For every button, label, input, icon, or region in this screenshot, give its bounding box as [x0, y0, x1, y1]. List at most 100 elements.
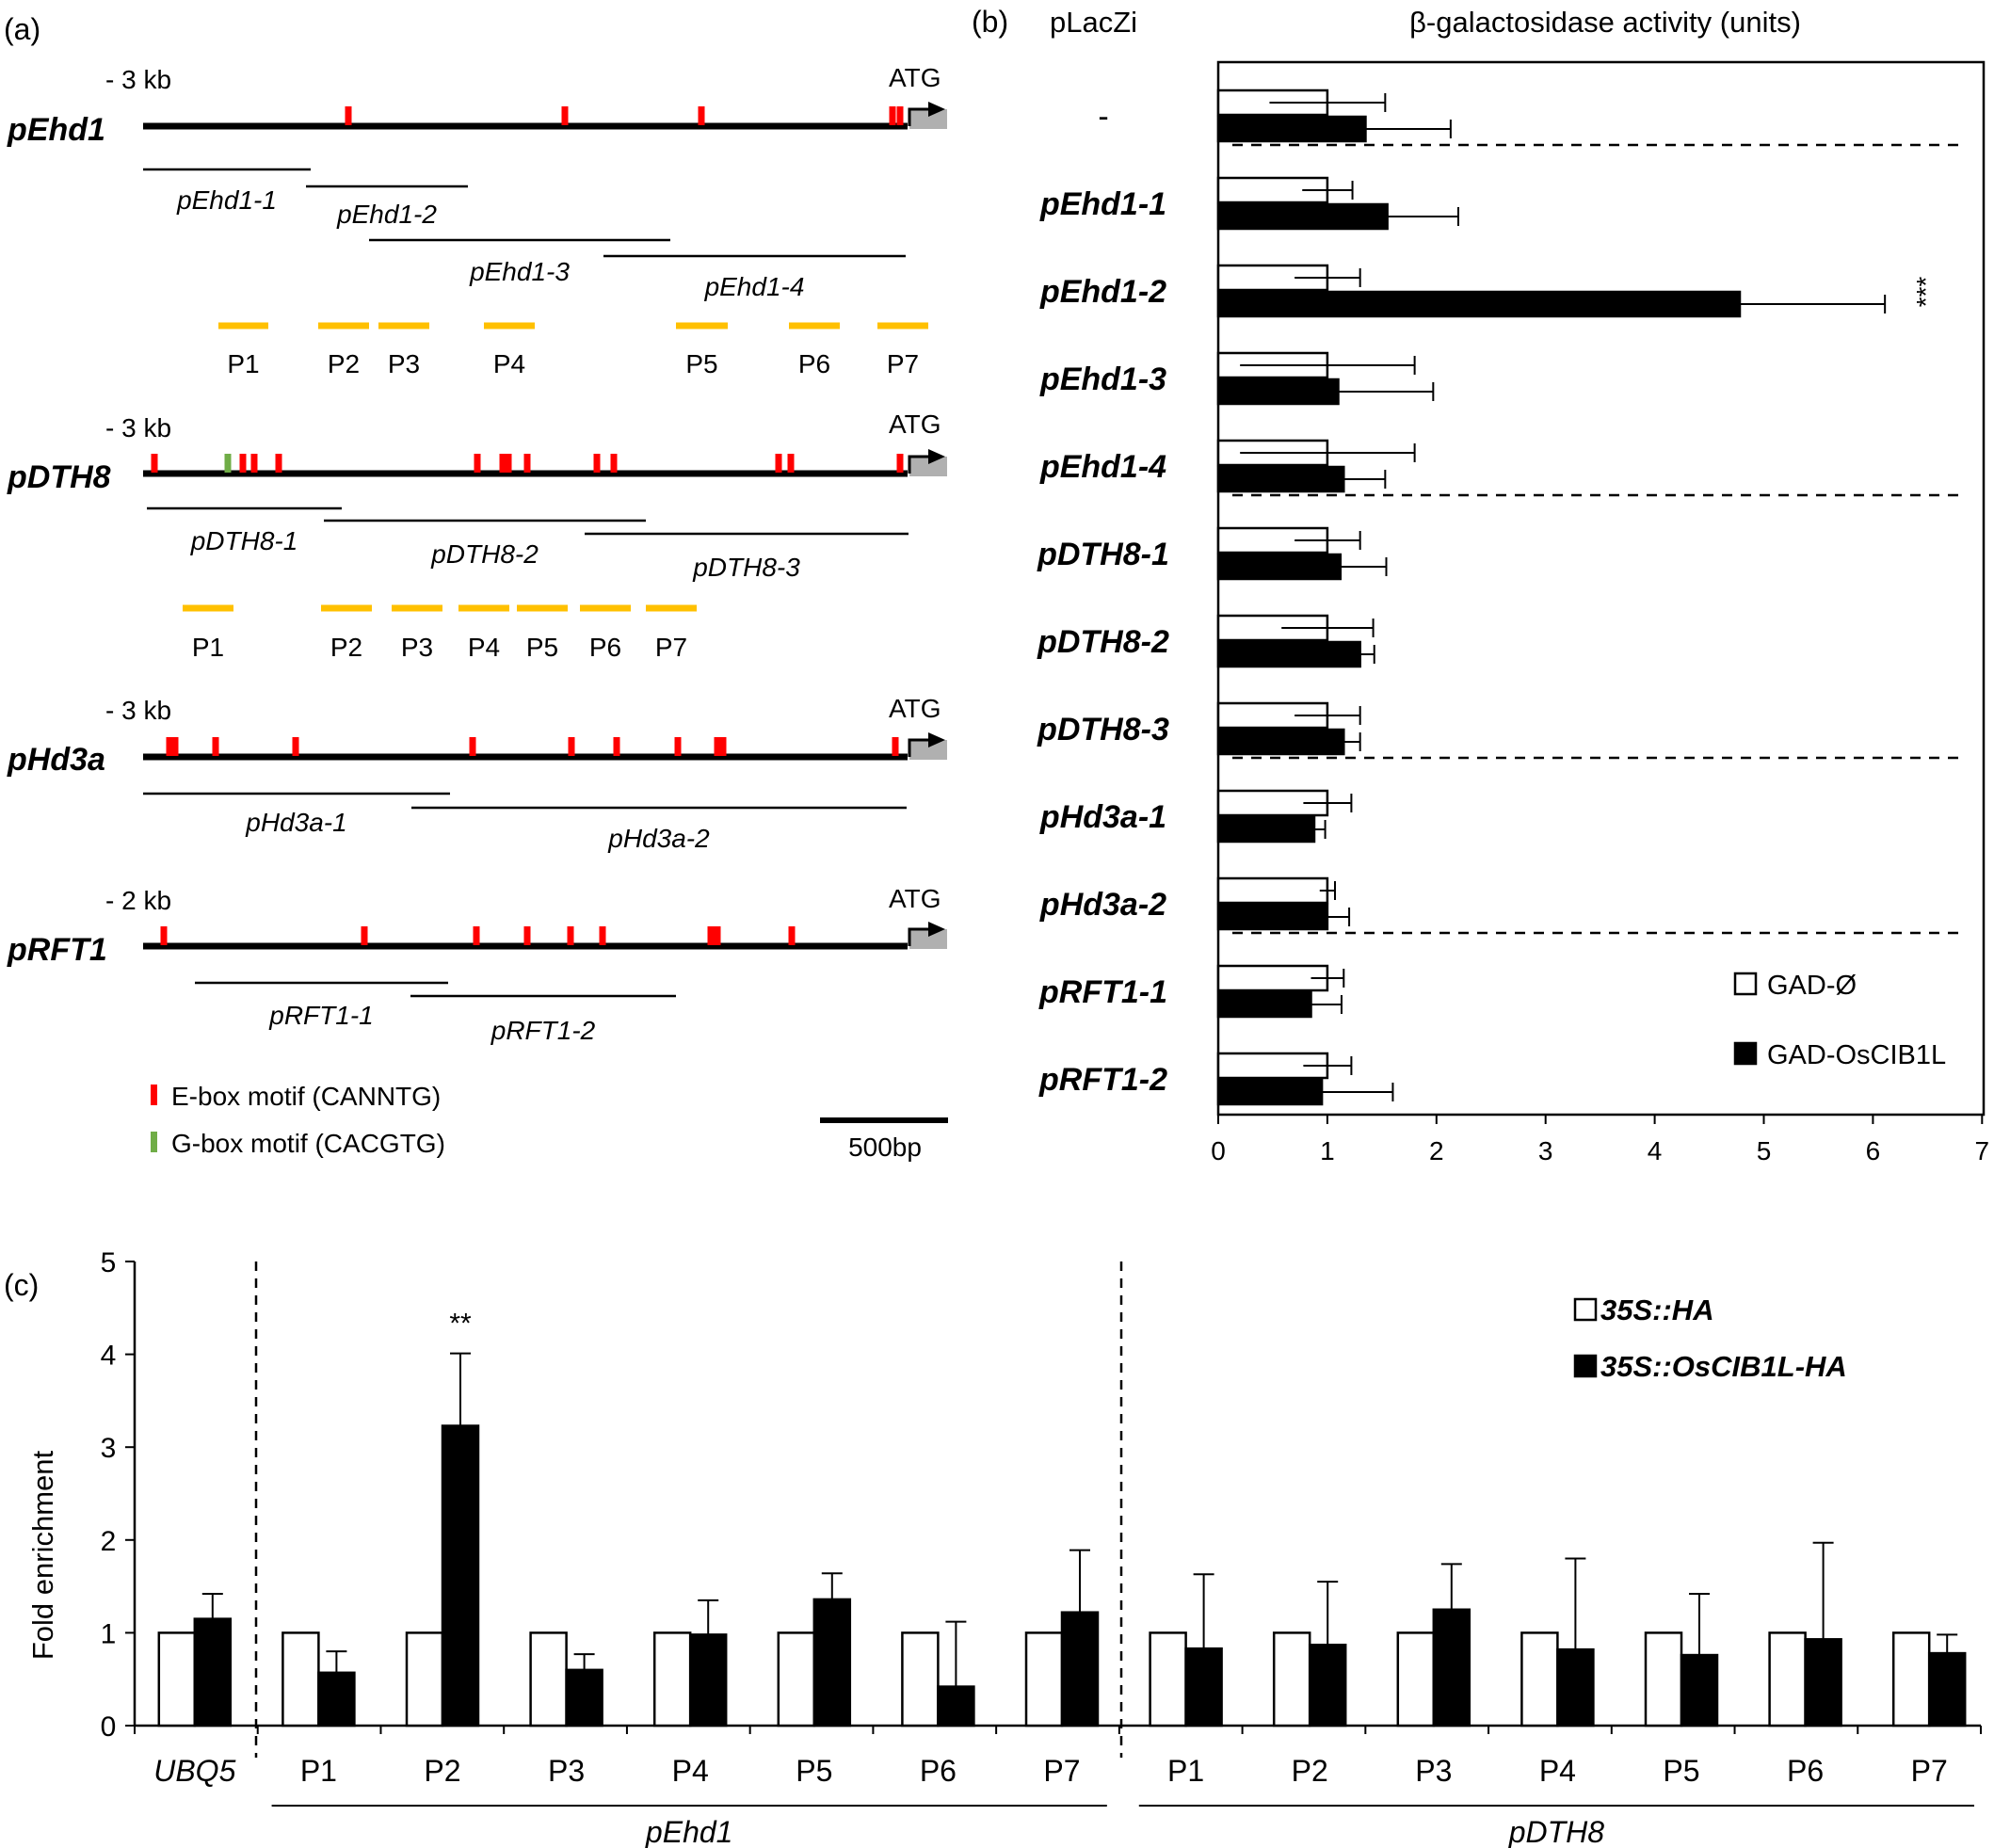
x-category-label: P4	[672, 1754, 709, 1788]
ebox-marker	[787, 454, 795, 473]
ebox-marker	[593, 454, 601, 473]
bar-35s-oscib1l-ha	[1556, 1647, 1595, 1727]
probe-label: P2	[330, 633, 362, 662]
ebox-marker	[151, 454, 158, 473]
x-category-label: P1	[1167, 1754, 1204, 1788]
bar-35s-ha	[901, 1631, 940, 1727]
row-7: pDTH8-3	[1037, 701, 1361, 756]
row-label: pEhd1-1	[1039, 186, 1166, 222]
tss-arrow-line	[908, 927, 932, 946]
atg-label: ATG	[889, 410, 941, 439]
panel-a-promoter-maps: (a) pEhd1 - 3 kb ATG pEhd1-1 pEhd1-2pEhd1…	[4, 12, 948, 1162]
x-category-label: P7	[1043, 1754, 1080, 1788]
legend-swatch-gad-oscib1l	[1733, 1041, 1758, 1066]
ebox-marker	[561, 106, 569, 125]
ebox-marker	[610, 454, 618, 473]
legend-swatch-gad-empty	[1733, 972, 1758, 996]
bar-35s-oscib1l-ha	[1432, 1608, 1471, 1727]
bar-35s-ha	[777, 1631, 816, 1727]
y-tick-label: 1	[101, 1618, 117, 1649]
bar-gad-oscib1l	[1216, 202, 1389, 231]
bar-gad-empty	[1216, 964, 1329, 992]
bar-35s-ha	[529, 1631, 568, 1727]
fragment-label: pRFT1-2	[490, 1016, 596, 1045]
ebox-marker	[599, 926, 606, 945]
bar-35s-oscib1l-ha	[565, 1668, 603, 1727]
row-label: pDTH8-1	[1037, 537, 1169, 572]
x-category-label: P7	[1911, 1754, 1948, 1788]
ebox-marker	[892, 737, 899, 756]
first-exon-box	[909, 929, 947, 949]
bar-35s-oscib1l-ha	[1184, 1647, 1223, 1727]
row-label: pEhd1-4	[1039, 449, 1166, 485]
bar-group-10	[1396, 1563, 1471, 1727]
tss-arrow-line	[908, 738, 932, 757]
x-category-label: P6	[920, 1754, 957, 1788]
x-tick-label: 7	[1975, 1136, 1990, 1165]
ebox-marker	[171, 737, 179, 756]
probe-bar	[392, 604, 442, 612]
bar-35s-oscib1l-ha	[1060, 1611, 1100, 1727]
fragment-label: pDTH8-1	[190, 526, 298, 555]
bar-group-3	[529, 1631, 603, 1727]
row-0: -	[1098, 88, 1452, 143]
row-label: pEhd1-2	[1039, 274, 1166, 310]
ebox-marker	[239, 454, 247, 473]
bar-group-6	[901, 1620, 975, 1727]
x-category-label: P5	[1663, 1754, 1699, 1788]
ebox-marker	[775, 454, 782, 473]
x-category-label: P2	[424, 1754, 460, 1788]
bar-group-14	[1891, 1631, 1967, 1727]
gbox-legend-label: G-box motif (CACGTG)	[171, 1129, 445, 1158]
bar-group-12	[1644, 1592, 1719, 1727]
probe-label: P1	[227, 349, 259, 378]
ebox-marker	[250, 454, 258, 473]
bar-35s-ha	[281, 1631, 320, 1727]
probe-label: P7	[887, 349, 919, 378]
row-header: pLacZi	[1050, 6, 1137, 39]
tss-arrow-icon	[928, 922, 945, 937]
promoter-line	[143, 122, 908, 130]
row-label: pRFT1-2	[1038, 1062, 1167, 1098]
chart-c-ylabel: Fold enrichment	[26, 1450, 59, 1660]
bar-35s-oscib1l-ha	[1927, 1651, 1967, 1727]
ebox-marker	[505, 454, 512, 473]
row-label: -	[1098, 99, 1108, 135]
row-label: pHd3a-2	[1039, 887, 1166, 923]
first-exon-box	[909, 109, 947, 129]
panel-c-label: (c)	[4, 1268, 39, 1302]
probe-bar	[676, 322, 728, 329]
bar-group-13	[1768, 1541, 1842, 1727]
ebox-marker	[361, 926, 368, 945]
fragment-label: pEhd1-1	[176, 185, 277, 215]
bar-gad-oscib1l	[1216, 640, 1361, 668]
row-3: pEhd1-3	[1039, 351, 1435, 406]
bar-group-5	[777, 1572, 852, 1727]
bar-gad-oscib1l	[1216, 815, 1316, 844]
probe-bar	[646, 604, 697, 612]
probe-label: P4	[493, 349, 525, 378]
ebox-marker	[474, 454, 481, 473]
probe-bar	[321, 604, 372, 612]
bar-35s-oscib1l-ha	[812, 1598, 852, 1727]
ebox-marker	[473, 926, 480, 945]
bar-35s-ha	[1520, 1631, 1559, 1727]
row-1: pEhd1-1	[1039, 176, 1459, 231]
ebox-marker	[896, 454, 904, 473]
row-8: pHd3a-1	[1039, 789, 1353, 844]
probe-bar	[183, 604, 233, 612]
bar-group-4	[652, 1599, 728, 1727]
probe-label: P5	[685, 349, 717, 378]
bar-gad-empty	[1216, 876, 1329, 905]
promoter-line	[143, 470, 908, 477]
probe-label: P5	[526, 633, 558, 662]
ebox-marker	[212, 737, 219, 756]
ebox-marker	[889, 106, 896, 125]
ebox-marker	[275, 454, 282, 473]
bar-group-8	[1149, 1573, 1223, 1727]
probe-bar	[877, 322, 928, 329]
scale-bar-line	[820, 1117, 948, 1123]
row-label: pRFT1-1	[1038, 974, 1167, 1010]
legend-swatch-35s-ha	[1573, 1297, 1598, 1322]
